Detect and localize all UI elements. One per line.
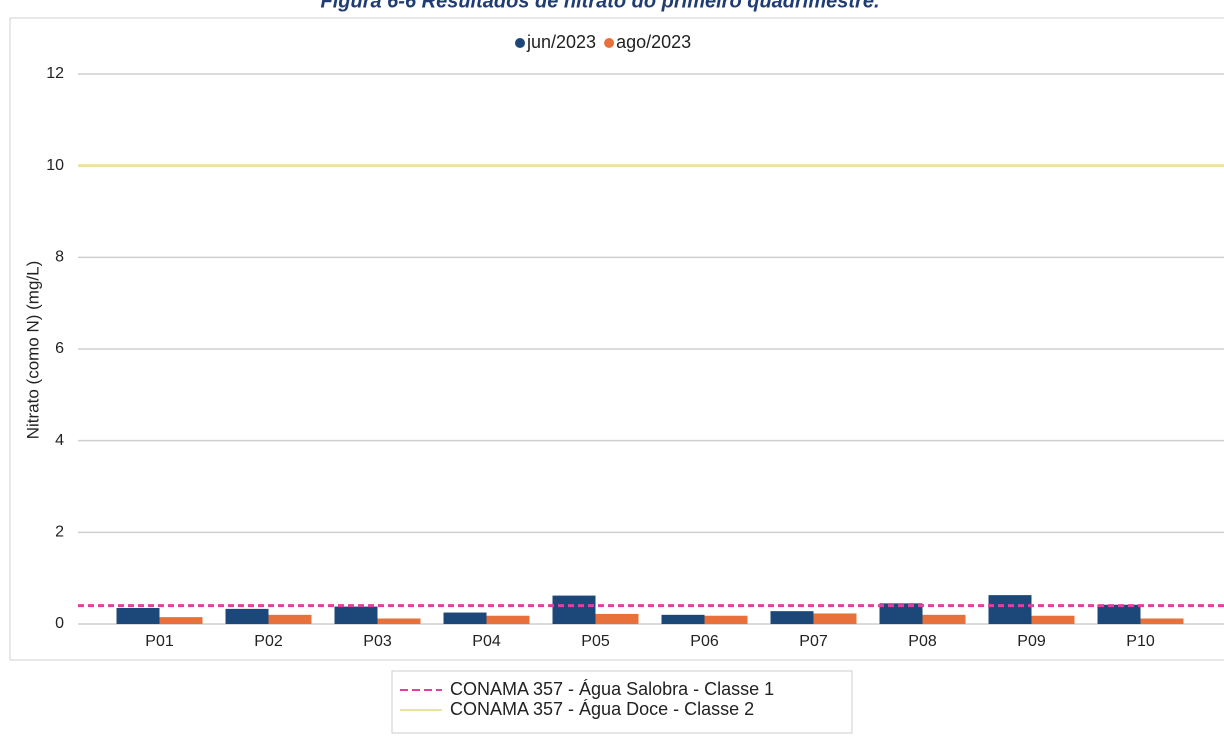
y-tick-label: 10 bbox=[46, 157, 64, 174]
chart-title: Figura 6-6 Resultados de nitrato do prim… bbox=[321, 0, 880, 12]
y-tick-label: 2 bbox=[55, 524, 64, 541]
bar bbox=[486, 615, 530, 624]
bar bbox=[879, 603, 923, 624]
legend-label: jun/2023 bbox=[526, 32, 596, 52]
legend-label: CONAMA 357 - Água Salobra - Classe 1 bbox=[450, 679, 774, 699]
bar bbox=[595, 613, 639, 624]
bar bbox=[661, 614, 705, 624]
bar bbox=[1097, 604, 1141, 624]
chart-frame bbox=[9, 17, 1224, 661]
bar bbox=[552, 595, 596, 624]
y-tick-label: 8 bbox=[55, 249, 64, 266]
x-tick-label: P08 bbox=[908, 633, 937, 650]
bar bbox=[268, 614, 312, 624]
x-tick-label: P01 bbox=[145, 633, 174, 650]
bar bbox=[443, 612, 487, 624]
bar bbox=[377, 618, 421, 624]
bar bbox=[704, 615, 748, 624]
y-tick-label: 4 bbox=[55, 432, 64, 449]
legend-marker bbox=[604, 38, 615, 48]
bar bbox=[334, 606, 378, 624]
legend-label: ago/2023 bbox=[616, 32, 691, 52]
x-tick-label: P09 bbox=[1017, 633, 1046, 650]
legend-marker bbox=[515, 38, 525, 48]
legend-label: CONAMA 357 - Água Doce - Classe 2 bbox=[450, 699, 754, 719]
x-tick-label: P03 bbox=[363, 633, 392, 650]
x-tick-label: P05 bbox=[581, 633, 610, 650]
bar bbox=[1140, 618, 1184, 624]
x-tick-label: P04 bbox=[472, 633, 501, 650]
bar bbox=[770, 611, 814, 624]
legend-box bbox=[391, 670, 853, 734]
bar bbox=[225, 608, 269, 624]
x-tick-label: P02 bbox=[254, 633, 283, 650]
y-tick-label: 12 bbox=[46, 65, 64, 82]
bar bbox=[159, 617, 203, 624]
bar bbox=[813, 613, 857, 624]
y-tick-label: 6 bbox=[55, 340, 64, 357]
x-tick-label: P06 bbox=[690, 633, 719, 650]
y-axis-label: Nitrato (como N) (mg/L) bbox=[23, 261, 42, 440]
y-tick-label: 0 bbox=[55, 615, 64, 632]
bar bbox=[116, 607, 160, 624]
x-tick-label: P07 bbox=[799, 633, 828, 650]
bar bbox=[988, 595, 1032, 624]
bar bbox=[1031, 615, 1075, 624]
bar bbox=[922, 614, 966, 624]
x-tick-label: P10 bbox=[1126, 633, 1155, 650]
